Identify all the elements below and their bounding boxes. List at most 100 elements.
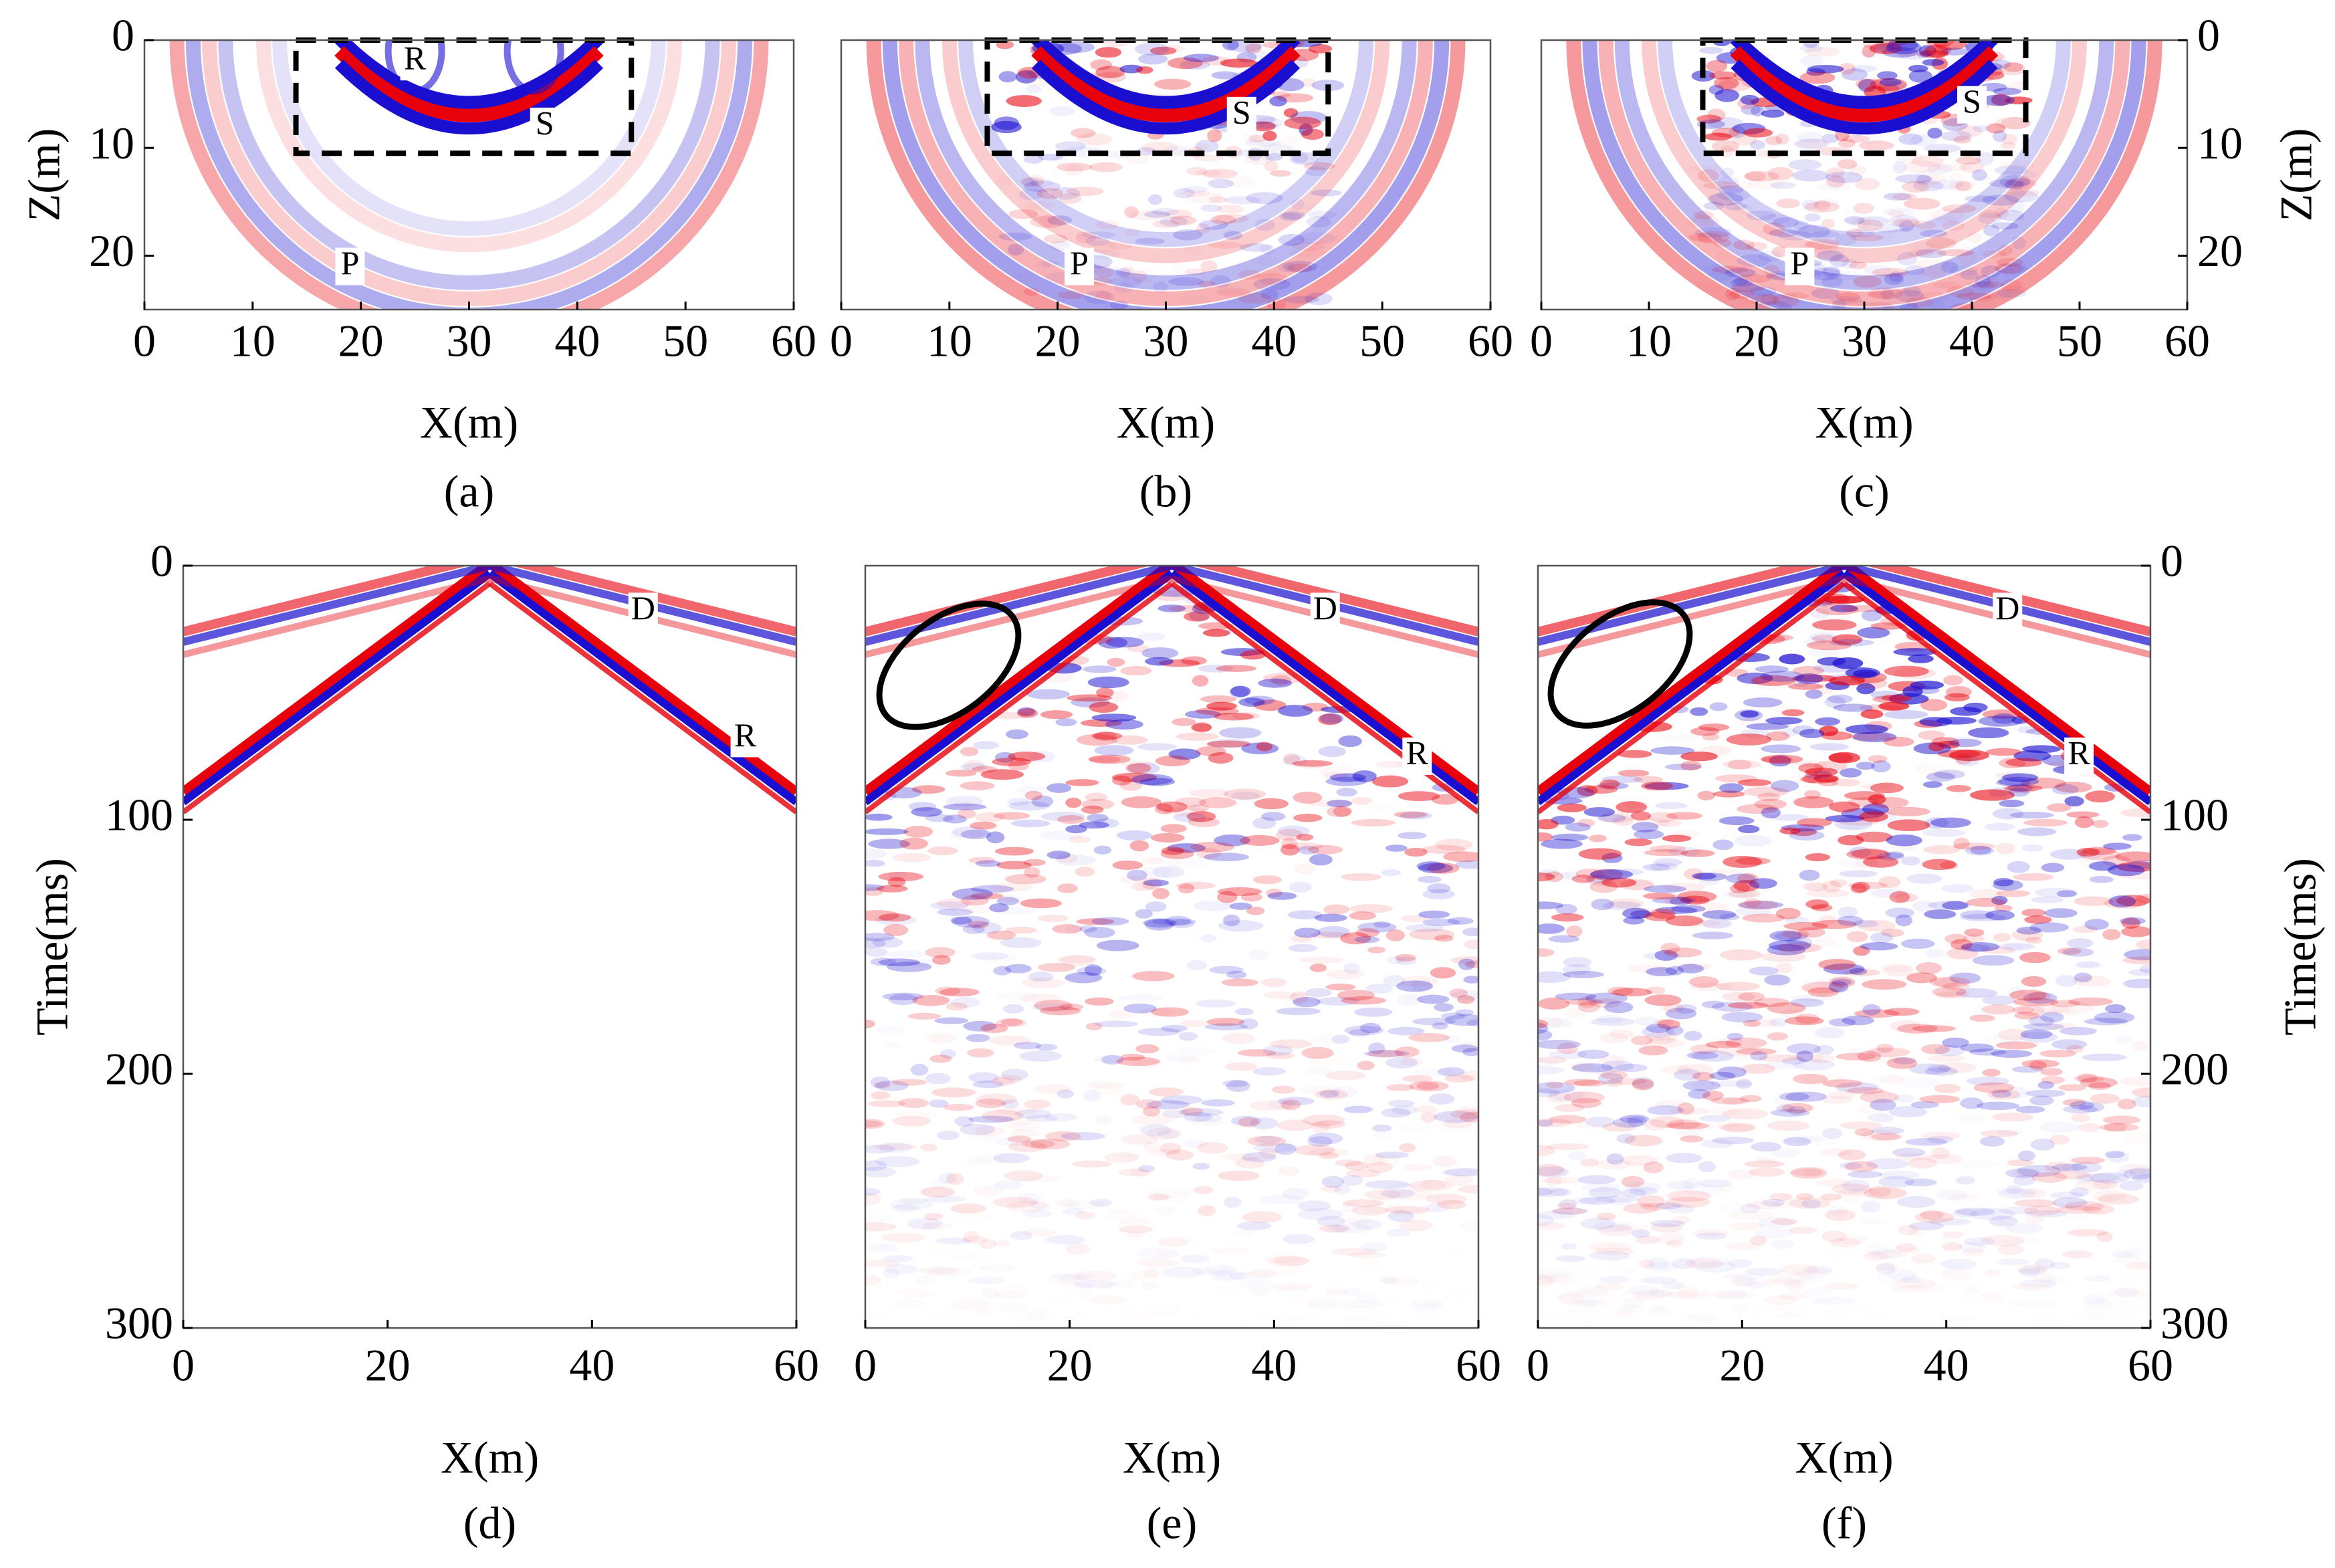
noise <box>1331 1034 1350 1044</box>
noise <box>1250 1100 1293 1111</box>
noise <box>1291 241 1324 251</box>
noise <box>1599 1032 1629 1044</box>
annotation-bg <box>628 592 658 631</box>
noise <box>929 1099 949 1108</box>
noise <box>1864 302 1894 310</box>
noise <box>1111 735 1148 745</box>
noise <box>908 802 937 812</box>
noise <box>1196 746 1226 756</box>
noise <box>1749 966 1779 976</box>
noise <box>1206 701 1237 711</box>
noise <box>1973 1082 2015 1093</box>
noise <box>1196 707 1240 715</box>
noise <box>1200 204 1222 212</box>
noise <box>1162 1266 1206 1278</box>
noise <box>2055 975 2078 987</box>
noise <box>1422 889 1455 900</box>
noise <box>1779 1092 1810 1101</box>
noise <box>1141 878 1162 890</box>
noise <box>1284 116 1321 130</box>
noise <box>1621 1155 1658 1166</box>
noise <box>1901 1276 1921 1283</box>
noise <box>1776 198 1800 209</box>
noise <box>2118 1163 2150 1174</box>
noise <box>991 120 1022 134</box>
noise <box>1355 936 1380 943</box>
noise <box>1607 1078 1647 1085</box>
noise <box>1770 182 1797 189</box>
noise <box>1198 1205 1216 1216</box>
noise <box>1878 1175 1914 1188</box>
noise <box>974 812 1006 822</box>
noise <box>1861 1129 1899 1141</box>
noise <box>1792 1306 1809 1316</box>
noise <box>1178 883 1195 894</box>
noise <box>1137 1165 1155 1172</box>
noise <box>1638 1259 1656 1268</box>
noise <box>1089 1198 1113 1207</box>
noise <box>2031 896 2064 903</box>
noise <box>1629 1187 1658 1196</box>
noise <box>1131 774 1174 785</box>
noise <box>1810 267 1842 281</box>
noise <box>1887 209 1904 218</box>
noise <box>1886 851 1904 859</box>
noise <box>1267 892 1297 900</box>
noise <box>1026 1115 1059 1122</box>
noise <box>876 1026 905 1035</box>
noise <box>1338 735 1362 748</box>
noise <box>1695 227 1732 239</box>
noise <box>1708 193 1743 206</box>
noise <box>1727 760 1752 770</box>
noise <box>1147 1127 1182 1139</box>
noise <box>1581 1183 1620 1192</box>
noise <box>1713 239 1732 247</box>
noise <box>1643 893 1676 900</box>
noise <box>1924 909 1957 919</box>
noise <box>1380 1189 1415 1199</box>
noise <box>1590 869 1624 881</box>
noise <box>1696 114 1722 124</box>
noise <box>930 1179 947 1189</box>
noise <box>1742 197 1770 207</box>
noise <box>1690 982 1733 992</box>
noise <box>1096 939 1139 951</box>
noise <box>2017 827 2057 836</box>
noise <box>1281 843 1323 850</box>
noise <box>1351 796 1373 805</box>
noise <box>1884 709 1928 719</box>
noise <box>1932 986 1967 998</box>
noise <box>1676 963 1712 970</box>
noise <box>1281 1099 1301 1111</box>
annotation-bg <box>530 107 560 145</box>
noise <box>1272 1085 1295 1094</box>
noise <box>2007 1159 2034 1167</box>
noise <box>1195 139 1219 152</box>
noise <box>1955 181 1971 191</box>
noise <box>1272 91 1291 98</box>
noise <box>2005 785 2037 794</box>
noise <box>927 1032 956 1043</box>
noise <box>1538 1119 1553 1127</box>
noise <box>1857 919 1896 932</box>
noise <box>1896 1243 1917 1252</box>
noise <box>1662 834 1692 843</box>
noise <box>1253 1143 1299 1153</box>
noise <box>1141 989 1177 996</box>
noise <box>1949 265 1978 276</box>
noise <box>1904 198 1940 210</box>
noise <box>1161 1109 1189 1119</box>
noise <box>1046 851 1071 859</box>
noise <box>2070 1157 2106 1164</box>
noise <box>1427 863 1460 874</box>
noise <box>1089 701 1119 713</box>
noise <box>1396 980 1434 992</box>
noise <box>943 1103 974 1111</box>
noise <box>1210 215 1236 225</box>
noise <box>2062 947 2094 957</box>
annotation: D <box>631 589 655 627</box>
noise <box>1371 775 1409 788</box>
noise <box>1755 665 1789 673</box>
noise <box>1197 741 1228 748</box>
noise <box>1385 929 1406 941</box>
